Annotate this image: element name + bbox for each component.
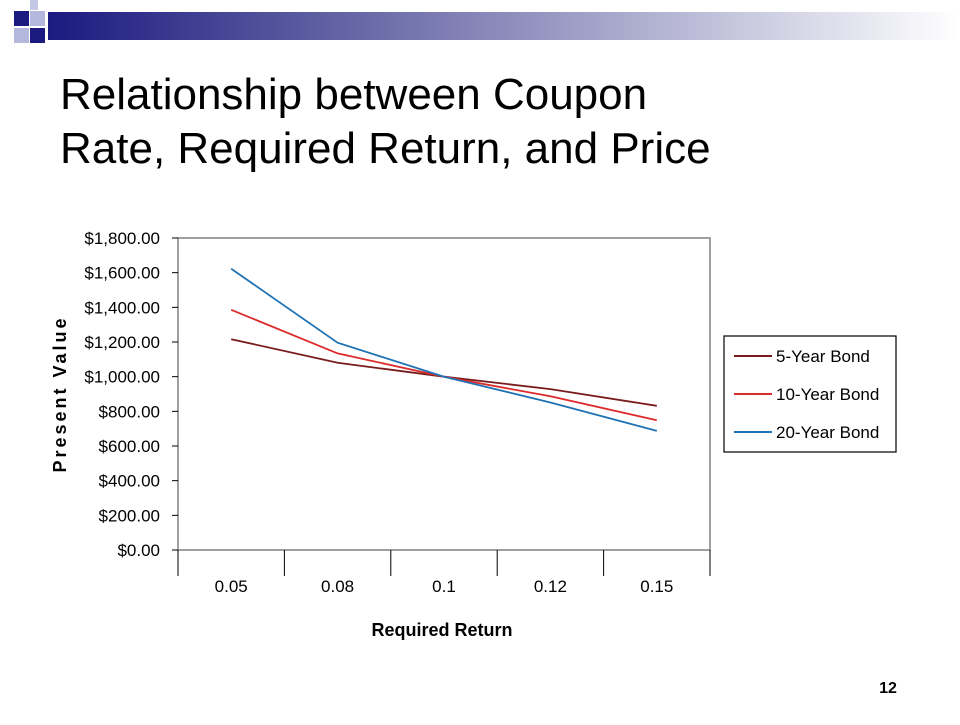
y-axis-title: Present Value xyxy=(50,315,70,472)
x-tick-label: 0.08 xyxy=(321,577,354,596)
slide-title-line-2: Rate, Required Return, and Price xyxy=(60,124,711,173)
y-tick-label: $1,000.00 xyxy=(84,368,160,387)
deco-light-square-top xyxy=(30,11,45,26)
title-decoration xyxy=(14,0,960,43)
x-tick-label: 0.1 xyxy=(432,577,456,596)
deco-gradient-bar xyxy=(48,12,960,40)
x-tick-label: 0.05 xyxy=(215,577,248,596)
slide-title-line-1: Relationship between Coupon xyxy=(60,70,648,119)
legend-label: 10-Year Bond xyxy=(776,385,879,404)
y-tick-label: $800.00 xyxy=(99,402,160,421)
y-tick-label: $200.00 xyxy=(99,506,160,525)
legend-label: 5-Year Bond xyxy=(776,347,870,366)
y-tick-label: $400.00 xyxy=(99,472,160,491)
deco-navy-square-top xyxy=(14,11,29,26)
series-line-20-year-bond xyxy=(230,267,658,432)
y-tick-label: $1,200.00 xyxy=(84,333,160,352)
x-axis-title: Required Return xyxy=(371,620,512,640)
legend-label: 20-Year Bond xyxy=(776,423,879,442)
deco-light-square-corner xyxy=(30,0,38,10)
y-tick-label: $1,600.00 xyxy=(84,264,160,283)
y-tick-label: $600.00 xyxy=(99,437,160,456)
deco-light-square-left xyxy=(14,28,29,43)
plot-area xyxy=(177,237,711,551)
x-tick-label: 0.12 xyxy=(534,577,567,596)
deco-navy-square-bottom xyxy=(30,28,45,43)
x-tick-label: 0.15 xyxy=(640,577,673,596)
y-tick-label: $0.00 xyxy=(117,541,160,560)
slide-title: Relationship between Coupon Rate, Requir… xyxy=(60,68,920,176)
y-tick-label: $1,800.00 xyxy=(84,229,160,248)
y-tick-label: $1,400.00 xyxy=(84,298,160,317)
page-number: 12 xyxy=(879,680,897,697)
